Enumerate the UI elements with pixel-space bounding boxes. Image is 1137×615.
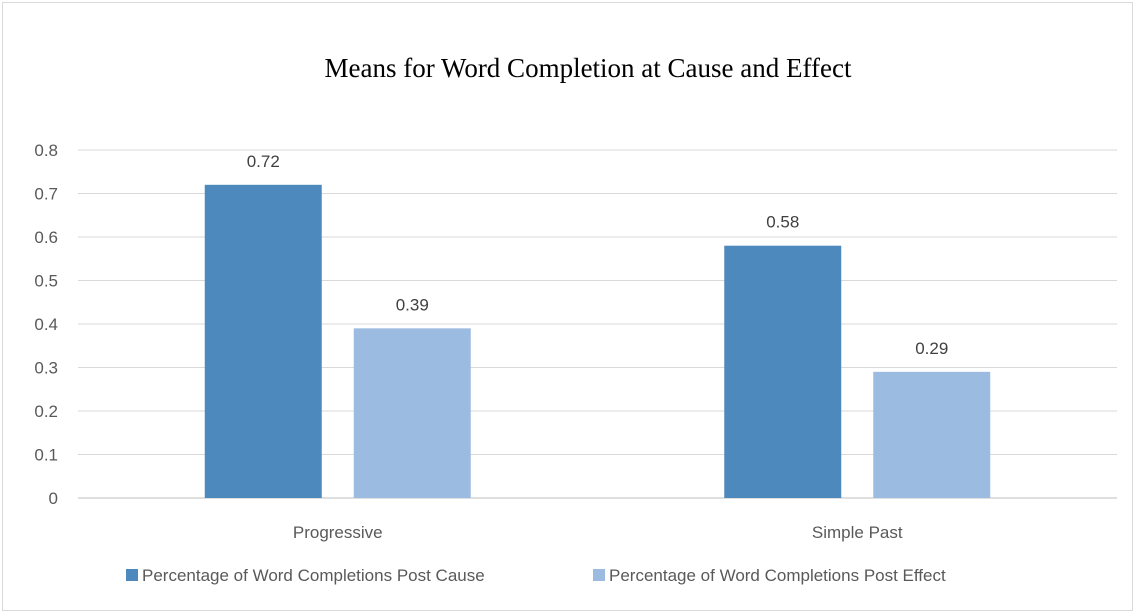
category-label: Progressive: [293, 523, 383, 542]
data-label: 0.58: [766, 213, 799, 232]
category-labels: Progressive Simple Past: [293, 523, 903, 542]
y-tick-label: 0: [49, 489, 58, 508]
bar-post-cause: [204, 184, 322, 499]
data-label: 0.39: [396, 295, 429, 314]
bar-post-cause: [724, 245, 842, 498]
legend-swatch: [126, 569, 138, 581]
category-label: Simple Past: [812, 523, 903, 542]
y-tick-label: 0.1: [34, 446, 58, 465]
legend-label: Percentage of Word Completions Post Caus…: [142, 566, 485, 585]
chart-title: Means for Word Completion at Cause and E…: [325, 53, 852, 83]
y-tick-label: 0.4: [34, 315, 58, 334]
legend-swatch: [593, 569, 605, 581]
legend-label: Percentage of Word Completions Post Effe…: [609, 566, 946, 585]
y-axis-tick-labels: 0 0.1 0.2 0.3 0.4 0.5 0.6 0.7 0.8: [34, 141, 58, 508]
y-tick-label: 0.3: [34, 359, 58, 378]
y-tick-label: 0.7: [34, 185, 58, 204]
legend: Percentage of Word Completions Post Caus…: [126, 566, 946, 585]
y-tick-label: 0.2: [34, 402, 58, 421]
bar-post-effect: [353, 328, 471, 498]
bars: [204, 184, 991, 499]
y-tick-label: 0.8: [34, 141, 58, 160]
data-label: 0.29: [915, 339, 948, 358]
data-labels: 0.72 0.39 0.58 0.29: [247, 152, 949, 358]
y-tick-label: 0.6: [34, 228, 58, 247]
y-tick-label: 0.5: [34, 272, 58, 291]
data-label: 0.72: [247, 152, 280, 171]
bar-post-effect: [873, 371, 991, 498]
